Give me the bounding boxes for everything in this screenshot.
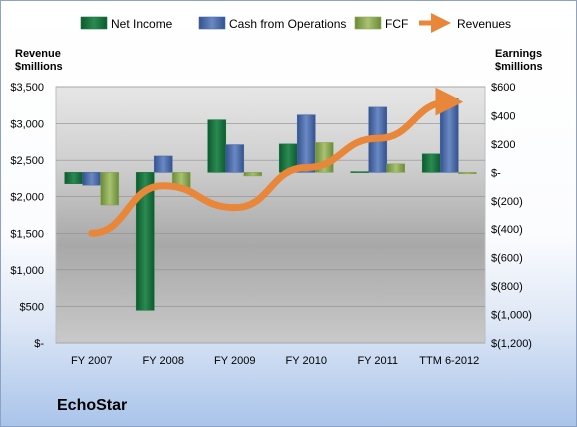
legend-label-net-income: Net Income [111,17,173,31]
fcf-bar [243,172,263,177]
left-axis-ticks: $- $500 $1,000 $1,500 $2,000 $2,500 $3,000 $3,5… [10,82,44,350]
revenue-line-layer [88,87,464,237]
category-label: TTM 6-2012 [419,355,479,367]
right-axis-tick-label: $(1,000) [491,310,532,322]
legend-label-revenues: Revenues [457,17,511,31]
net-income-bar [421,153,441,173]
company-name: EchoStar [57,397,128,414]
left-axis-tick-label: $2,500 [10,155,44,167]
right-axis-title: Earnings [495,48,542,60]
fcf-bar [457,172,477,175]
right-axis-tick-label: $(1,200) [491,338,532,350]
legend-swatch-fcf [354,16,382,30]
cash-from-operations-bar [82,172,102,186]
right-axis-tick-label: $(400) [491,224,523,236]
legend-label-fcf: FCF [385,17,408,31]
cash-from-operations-bar [153,155,173,173]
left-axis-tick-label: $3,500 [10,82,44,94]
legend: Net Income Cash from Operations FCF Revenue… [80,13,511,33]
right-axis-title: $millions [495,61,543,73]
legend-swatch-cash-from-operations [198,16,226,30]
left-axis-tick-label: $3,000 [10,119,44,131]
left-axis-title: Revenue [15,48,61,60]
right-axis-tick-label: $600 [491,82,515,94]
right-axis-tick-label: $200 [491,139,515,151]
left-axis-title: $millions [15,61,63,73]
net-income-bar [135,172,155,311]
revenues-line [88,87,464,237]
left-axis-tick-label: $1,500 [10,228,44,240]
right-axis-tick-label: $(800) [491,281,523,293]
category-label: FY 2007 [71,355,112,367]
left-axis-tick-label: $2,000 [10,192,44,204]
gridlines [56,86,485,344]
fcf-bar [100,172,120,206]
net-income-bar [64,172,84,185]
category-label: FY 2011 [357,355,398,367]
legend-label-cash-from-operations: Cash from Operations [229,17,346,31]
cash-from-operations-bar [225,144,245,173]
right-axis-tick-label: $400 [491,110,515,122]
category-label: FY 2009 [214,355,255,367]
cash-from-operations-bar [439,98,459,173]
left-axis-tick-label: $- [34,338,44,350]
right-axis-tick-label: $- [491,167,501,179]
left-axis-tick-label: $500 [20,301,44,313]
fcf-bar [386,163,406,173]
right-axis-tick-label: $(600) [491,253,523,265]
right-axis-tick-label: $(200) [491,196,523,208]
net-income-bar [207,119,227,173]
category-label: FY 2010 [286,355,327,367]
right-axis-ticks: $(1,200) $(1,000) $(800) $(600) $(400) $(200)… [491,82,532,350]
category-labels: FY 2007 FY 2008 FY 2009 FY 2010 FY 2011 TTM 6… [71,355,479,367]
net-income-bar [350,171,370,173]
category-label: FY 2008 [143,355,184,367]
left-axis-tick-label: $1,000 [10,265,44,277]
legend-swatch-net-income [80,16,108,30]
